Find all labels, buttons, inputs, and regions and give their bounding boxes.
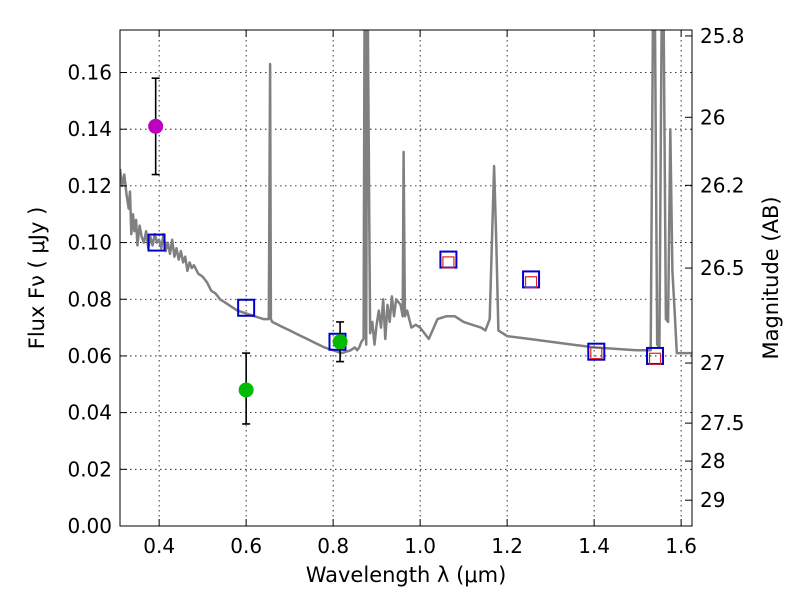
observed-photometry-square [648, 352, 662, 365]
plot-frame [119, 29, 693, 527]
green-data-point [332, 334, 348, 350]
x-tick-label: 1.6 [665, 534, 697, 558]
model-sed-line [120, 30, 692, 355]
magnitude-tick-label: 27 [700, 351, 725, 375]
y-tick-label: 0.04 [67, 401, 112, 425]
magnitude-tick-label: 26.5 [700, 256, 745, 280]
magnitude-tick-label: 25.8 [700, 24, 745, 48]
x-tick-label: 0.4 [143, 534, 175, 558]
observed-photometry-square [442, 256, 455, 269]
green-data-point [238, 382, 254, 398]
model-photometry-square [587, 342, 606, 361]
y-axis-ticks: 0.00 0.02 0.04 0.06 0.08 0.10 0.12 0.14 0.16 [67, 61, 127, 538]
y-tick-label: 0.12 [67, 174, 112, 198]
x-axis-ticks: 0.4 0.6 0.8 1.0 1.2 1.4 1.6 [143, 30, 697, 558]
photometry-markers [147, 77, 665, 425]
magnitude-axis-ticks: 25.8 26 26.2 26.5 27 27.5 28 29 [685, 24, 745, 512]
x-tick-label: 1.0 [404, 534, 436, 558]
x-tick-label: 0.6 [230, 534, 262, 558]
magnitude-tick-label: 26.2 [700, 173, 745, 197]
x-tick-label: 1.2 [491, 534, 523, 558]
y-tick-label: 0.02 [67, 457, 112, 481]
x-tick-label: 1.4 [578, 534, 610, 558]
model-photometry-square [147, 233, 166, 252]
y-axis-title: Flux Fν ( μJy ) [25, 207, 49, 350]
magnitude-tick-label: 28 [700, 449, 725, 473]
plot-area [120, 30, 692, 425]
x-axis-title: Wavelength λ (μm) [306, 563, 507, 587]
magnitude-tick-label: 27.5 [700, 411, 745, 435]
y-tick-label: 0.00 [67, 514, 112, 538]
y-tick-label: 0.14 [67, 117, 112, 141]
observed-photometry-square [590, 347, 603, 360]
observed-photometry-square [524, 276, 538, 289]
y-tick-label: 0.16 [67, 61, 112, 85]
magnitude-axis-title: Magnitude (AB) [759, 196, 783, 359]
y-tick-label: 0.08 [67, 287, 112, 311]
y-tick-label: 0.10 [67, 231, 112, 255]
model-photometry-square [237, 298, 256, 317]
magenta-data-point [148, 118, 164, 134]
x-tick-label: 0.8 [317, 534, 349, 558]
magnitude-tick-label: 26 [700, 105, 725, 129]
magnitude-tick-label: 29 [700, 488, 725, 512]
y-tick-label: 0.06 [67, 344, 112, 368]
